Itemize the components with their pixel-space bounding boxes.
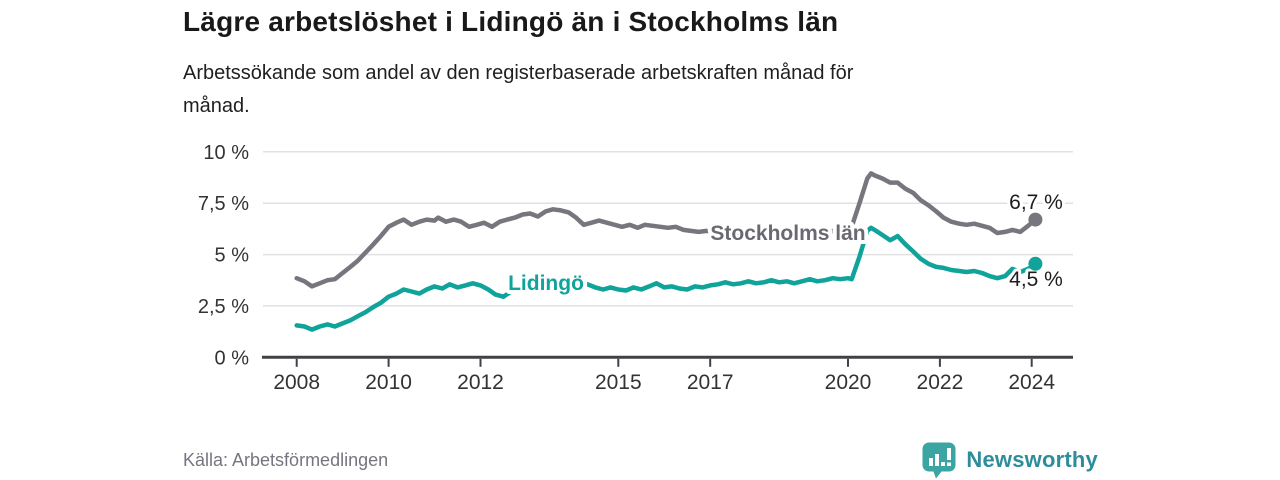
end-value-label-stockholms-lan: 6,7 % (1009, 191, 1063, 214)
chart-title: Lägre arbetslöshet i Lidingö än i Stockh… (183, 6, 839, 37)
series-line-stockholms-lan (294, 171, 1038, 289)
y-axis-tick-label: 10 % (203, 142, 249, 164)
source-note: Källa: Arbetsförmedlingen (183, 449, 389, 470)
x-axis-tick-label: 2017 (687, 371, 734, 394)
end-dot-stockholms-lan (1028, 212, 1043, 227)
series-label-stockholms-lan: Stockholms län (710, 222, 865, 245)
x-axis-tick-label: 2008 (273, 371, 320, 394)
x-axis-tick-label: 2012 (457, 371, 504, 394)
series-label-lidingo: Lidingö (508, 272, 584, 295)
y-axis-tick-label: 7,5 % (198, 193, 249, 215)
x-axis-tick-label: 2010 (365, 371, 412, 394)
end-value-label-lidingo: 4,5 % (1009, 268, 1063, 291)
x-axis-tick-label: 2015 (595, 371, 642, 394)
y-axis-tick-label: 2,5 % (198, 296, 249, 318)
chart-subtitle: Arbetssökande som andel av den registerb… (183, 57, 853, 123)
x-axis-tick-label: 2022 (917, 371, 964, 394)
chart-footer: Källa: Arbetsförmedlingen Newsworthy (183, 440, 1098, 480)
series-line-lidingo (294, 225, 1038, 332)
x-axis-tick-label: 2020 (825, 371, 872, 394)
newsworthy-speech-bubble-bar-chart-icon (922, 442, 956, 478)
end-dot-lidingo (1028, 256, 1043, 271)
newsworthy-logo: Newsworthy (922, 442, 1098, 479)
newsworthy-logo-text: Newsworthy (966, 447, 1098, 472)
y-axis-tick-label: 0 % (215, 347, 250, 369)
y-axis-tick-label: 5 % (215, 245, 250, 267)
chart-subtitle-line-1: Arbetssökande som andel av den registerb… (183, 62, 854, 84)
chart-subtitle-line-2: månad. (183, 95, 250, 117)
x-axis-tick-label: 2024 (1008, 371, 1055, 394)
